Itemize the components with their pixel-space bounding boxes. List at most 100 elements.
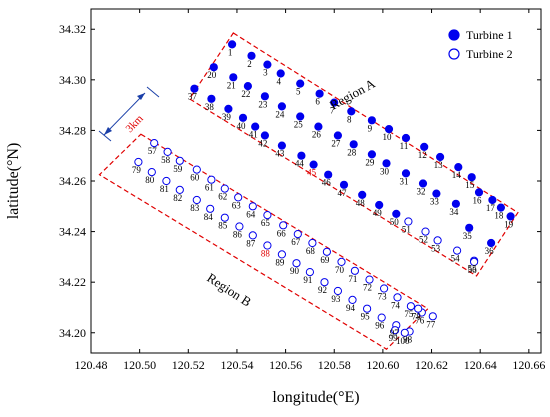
- turbine-point-12: [420, 142, 429, 151]
- turbine-label-37: 37: [188, 92, 198, 102]
- turbine-point-53: [433, 236, 442, 245]
- turbine-label-64: 64: [246, 209, 256, 219]
- turbine-label-84: 84: [204, 212, 214, 222]
- turbine-point-68: [308, 238, 317, 248]
- turbine-point-65: [263, 211, 272, 220]
- turbine-label-35: 35: [463, 231, 473, 241]
- turbine-label-72: 72: [363, 283, 372, 293]
- turbine-label-73: 73: [378, 292, 388, 302]
- turbine-label-4: 4: [276, 77, 281, 87]
- turbine-label-75: 75: [404, 309, 414, 319]
- x-tick-label: 120.56: [269, 358, 302, 372]
- turbine-label-44: 44: [295, 159, 305, 169]
- turbine-label-70: 70: [335, 265, 345, 275]
- turbine-label-53: 53: [431, 243, 441, 253]
- y-tick-label: 34.26: [59, 174, 86, 188]
- turbine-points-layer: [134, 40, 515, 337]
- x-tick-label: 120.50: [123, 358, 156, 372]
- turbine-point-8: [347, 107, 356, 116]
- x-tick-label: 120.66: [512, 358, 545, 372]
- turbine-label-99: 99: [389, 333, 399, 343]
- turbine-label-10: 10: [383, 132, 393, 142]
- turbine-point-81: [162, 176, 171, 186]
- turbine-point-75: [406, 302, 415, 311]
- turbine-point-19: [506, 212, 515, 221]
- turbine-point-29: [367, 150, 376, 159]
- turbine-label-49: 49: [373, 208, 383, 218]
- turbine-point-9: [367, 116, 376, 125]
- turbine-point-21: [229, 73, 238, 82]
- turbine-point-100: [400, 328, 409, 337]
- turbine-label-30: 30: [380, 166, 390, 176]
- turbine-point-22: [243, 82, 252, 91]
- region-boundary-a: [188, 32, 519, 277]
- y-tick-label: 34.20: [59, 326, 86, 340]
- turbine-point-57: [150, 139, 159, 148]
- x-tick-label: 120.54: [220, 358, 253, 372]
- turbine-point-47: [339, 180, 349, 189]
- turbine-label-42: 42: [258, 139, 267, 149]
- turbine-label-17: 17: [486, 203, 496, 213]
- turbine-label-18: 18: [494, 211, 504, 221]
- turbine-point-71: [350, 266, 359, 275]
- turbine-point-14: [454, 163, 463, 172]
- y-tick-label: 34.30: [59, 73, 86, 87]
- legend-marker-2: [448, 48, 460, 60]
- y-tick-label: 34.32: [59, 22, 86, 36]
- turbine-point-49: [375, 200, 384, 210]
- turbine-point-99: [391, 326, 400, 335]
- distance-arrow-top: [137, 93, 145, 100]
- turbine-point-96: [377, 313, 386, 322]
- x-tick-label: 120.52: [172, 358, 205, 372]
- turbine-label-93: 93: [331, 294, 341, 304]
- turbine-label-92: 92: [318, 285, 327, 295]
- turbine-label-69: 69: [320, 255, 330, 265]
- turbine-label-74: 74: [391, 300, 401, 310]
- turbine-label-56: 56: [468, 265, 478, 275]
- turbine-label-33: 33: [430, 197, 440, 207]
- turbine-point-31: [401, 169, 411, 178]
- turbine-label-50: 50: [390, 217, 400, 227]
- turbine-point-2: [247, 51, 256, 60]
- distance-tick-bottom: [98, 130, 112, 142]
- turbine-point-39: [224, 104, 233, 114]
- turbine-label-26: 26: [312, 130, 322, 140]
- turbine-label-27: 27: [331, 139, 341, 149]
- turbine-point-87: [248, 231, 257, 240]
- turbine-label-68: 68: [306, 246, 316, 256]
- turbine-label-25: 25: [294, 120, 304, 130]
- distance-arrow-bottom: [104, 127, 112, 135]
- turbine-point-63: [234, 193, 243, 202]
- legend-marker-1: [448, 29, 460, 41]
- turbine-label-5: 5: [296, 87, 301, 97]
- turbine-point-93: [333, 286, 342, 296]
- turbine-point-72: [365, 275, 374, 284]
- turbine-point-43: [277, 141, 286, 150]
- turbine-label-36: 36: [485, 246, 495, 256]
- x-axis-title: longitude(°E): [272, 389, 359, 406]
- turbine-point-17: [488, 195, 497, 205]
- turbine-label-96: 96: [375, 321, 385, 331]
- turbine-label-89: 89: [275, 257, 285, 267]
- turbine-label-52: 52: [419, 235, 428, 245]
- turbine-label-90: 90: [290, 266, 300, 276]
- turbine-point-36: [487, 238, 496, 248]
- turbine-point-67: [293, 230, 302, 239]
- turbine-labels-layer: 1234567891011121314151617181920212223242…: [132, 47, 514, 345]
- turbine-label-23: 23: [258, 99, 268, 109]
- turbine-point-83: [192, 195, 201, 205]
- turbine-point-18: [496, 203, 505, 212]
- turbine-point-48: [358, 190, 367, 199]
- turbine-label-21: 21: [227, 80, 236, 90]
- turbine-point-52: [421, 227, 430, 236]
- turbine-label-57: 57: [148, 146, 158, 156]
- turbine-point-7: [330, 98, 339, 107]
- turbine-point-78: [414, 304, 423, 313]
- turbine-label-65: 65: [261, 218, 271, 228]
- turbine-label-43: 43: [275, 149, 285, 159]
- turbine-label-79: 79: [132, 165, 142, 175]
- turbine-point-10: [384, 125, 394, 134]
- turbine-point-62: [220, 184, 229, 193]
- turbine-point-51: [404, 217, 413, 226]
